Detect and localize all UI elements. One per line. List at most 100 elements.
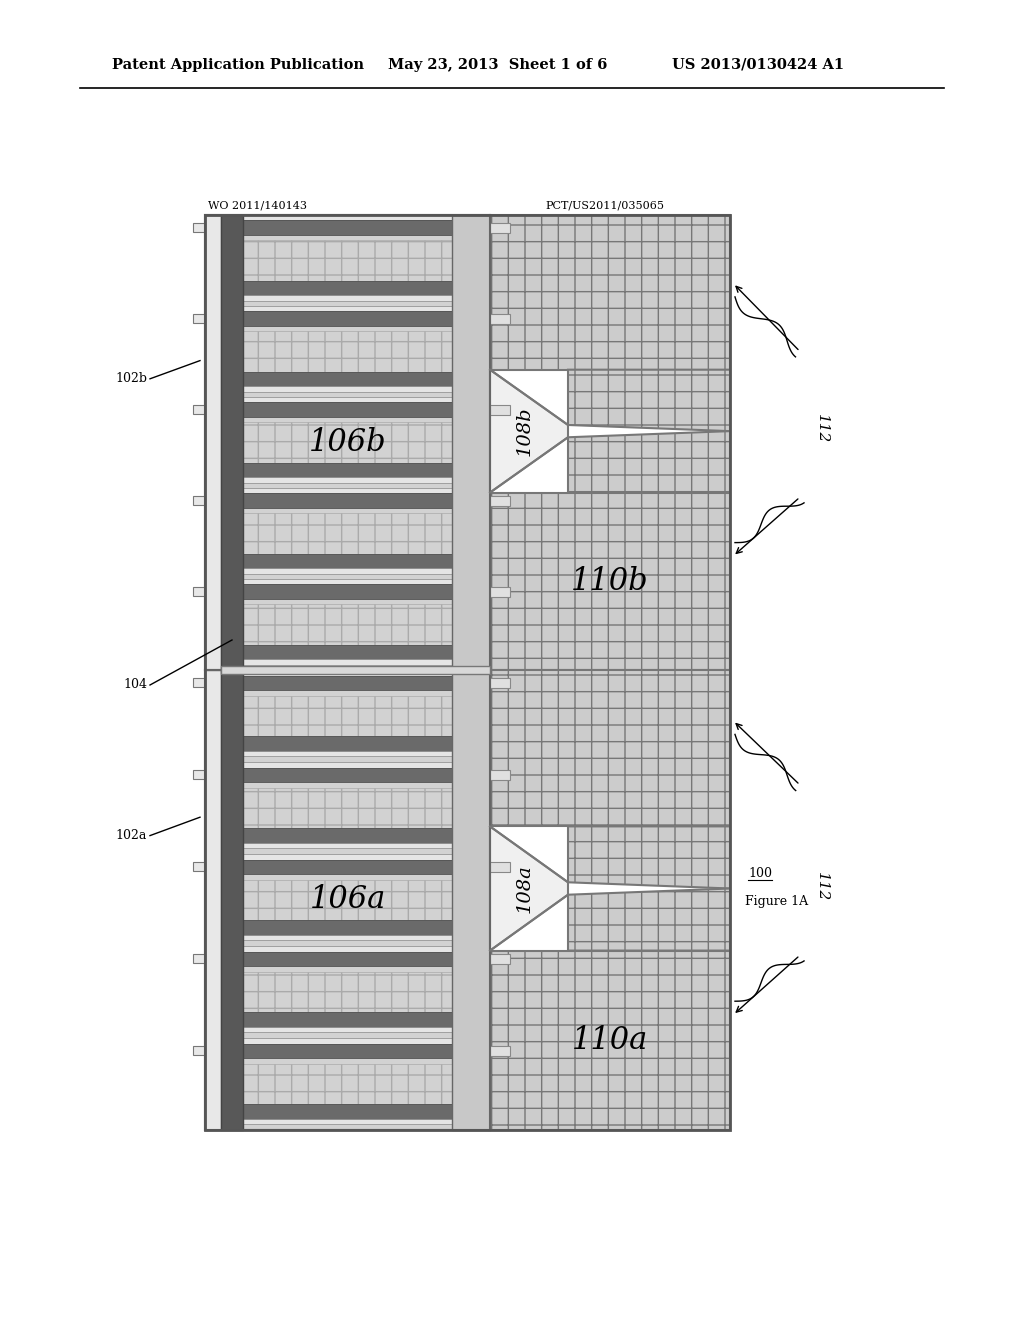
Polygon shape bbox=[568, 888, 730, 950]
Text: Figure 1A: Figure 1A bbox=[745, 895, 808, 908]
Bar bbox=[243, 767, 452, 783]
Bar bbox=[490, 586, 510, 597]
Bar bbox=[243, 737, 452, 751]
Polygon shape bbox=[568, 826, 730, 888]
Bar bbox=[243, 488, 452, 494]
Bar bbox=[243, 676, 452, 690]
Bar bbox=[221, 671, 243, 1130]
Bar bbox=[243, 879, 452, 920]
Bar bbox=[205, 215, 221, 671]
Bar bbox=[243, 1027, 452, 1032]
Bar bbox=[243, 296, 452, 301]
Bar bbox=[243, 1064, 452, 1105]
Bar bbox=[193, 314, 205, 323]
Bar bbox=[193, 496, 205, 506]
Bar bbox=[490, 215, 730, 370]
Bar bbox=[205, 215, 490, 671]
Bar bbox=[193, 771, 205, 779]
Text: WO 2011/140143: WO 2011/140143 bbox=[208, 201, 307, 210]
Polygon shape bbox=[568, 370, 730, 432]
Bar bbox=[243, 1119, 452, 1125]
Bar bbox=[243, 385, 452, 392]
Bar bbox=[490, 770, 510, 780]
Bar bbox=[221, 667, 490, 675]
Bar bbox=[243, 671, 452, 676]
Bar bbox=[243, 585, 452, 599]
Text: 102b: 102b bbox=[115, 372, 147, 385]
Bar bbox=[243, 854, 452, 859]
Text: 112: 112 bbox=[815, 414, 829, 444]
Bar bbox=[243, 859, 452, 874]
Bar bbox=[205, 671, 490, 1130]
Bar bbox=[490, 1045, 510, 1056]
Bar bbox=[243, 696, 452, 737]
Text: 110b: 110b bbox=[571, 566, 649, 597]
Bar bbox=[490, 954, 510, 964]
Bar bbox=[243, 462, 452, 477]
Bar bbox=[243, 306, 452, 312]
Bar bbox=[243, 659, 452, 664]
Bar bbox=[243, 568, 452, 573]
Bar bbox=[243, 843, 452, 849]
Bar bbox=[243, 331, 452, 371]
Text: 108a: 108a bbox=[516, 865, 535, 913]
Bar bbox=[490, 314, 510, 323]
Bar bbox=[243, 579, 452, 585]
Bar bbox=[205, 671, 221, 1130]
Polygon shape bbox=[568, 432, 730, 492]
Bar bbox=[193, 1047, 205, 1055]
Bar bbox=[243, 403, 452, 417]
Text: 106b: 106b bbox=[308, 426, 386, 458]
Text: 102a: 102a bbox=[116, 829, 147, 842]
Bar bbox=[243, 1044, 452, 1059]
Bar bbox=[243, 972, 452, 1012]
Text: 104: 104 bbox=[123, 678, 147, 692]
Bar bbox=[490, 492, 730, 671]
Bar bbox=[243, 281, 452, 296]
Bar bbox=[193, 678, 205, 688]
Bar bbox=[490, 223, 510, 232]
Bar bbox=[243, 371, 452, 385]
Bar bbox=[243, 1038, 452, 1044]
Bar bbox=[243, 477, 452, 483]
Text: US 2013/0130424 A1: US 2013/0130424 A1 bbox=[672, 58, 844, 73]
Bar bbox=[490, 495, 510, 506]
Text: 106a: 106a bbox=[309, 884, 386, 916]
Bar bbox=[243, 751, 452, 756]
Text: 108b: 108b bbox=[516, 407, 535, 455]
Bar bbox=[193, 862, 205, 871]
Bar bbox=[205, 215, 490, 671]
Bar bbox=[243, 828, 452, 843]
Bar bbox=[243, 946, 452, 952]
Bar bbox=[490, 950, 730, 1130]
Bar bbox=[243, 1012, 452, 1027]
Bar bbox=[243, 644, 452, 659]
Text: 100: 100 bbox=[748, 867, 772, 880]
Bar bbox=[243, 240, 452, 281]
Bar bbox=[193, 405, 205, 414]
Bar bbox=[243, 397, 452, 403]
Text: Patent Application Publication: Patent Application Publication bbox=[112, 58, 364, 73]
Bar bbox=[243, 762, 452, 767]
Bar bbox=[243, 553, 452, 568]
Bar bbox=[243, 952, 452, 966]
Bar bbox=[243, 220, 452, 235]
Bar bbox=[243, 920, 452, 935]
Bar bbox=[452, 215, 490, 671]
Bar bbox=[490, 862, 510, 873]
Bar bbox=[205, 671, 490, 1130]
Bar bbox=[243, 494, 452, 508]
Text: May 23, 2013  Sheet 1 of 6: May 23, 2013 Sheet 1 of 6 bbox=[388, 58, 607, 73]
Bar bbox=[243, 788, 452, 828]
Bar bbox=[490, 677, 510, 688]
Bar bbox=[193, 223, 205, 232]
Bar bbox=[243, 1105, 452, 1119]
Bar bbox=[243, 935, 452, 940]
Text: 110a: 110a bbox=[571, 1024, 648, 1056]
Bar bbox=[243, 312, 452, 326]
Bar bbox=[193, 587, 205, 597]
Bar bbox=[243, 215, 452, 220]
Bar bbox=[243, 422, 452, 462]
Bar bbox=[221, 215, 243, 671]
Bar bbox=[490, 405, 510, 414]
